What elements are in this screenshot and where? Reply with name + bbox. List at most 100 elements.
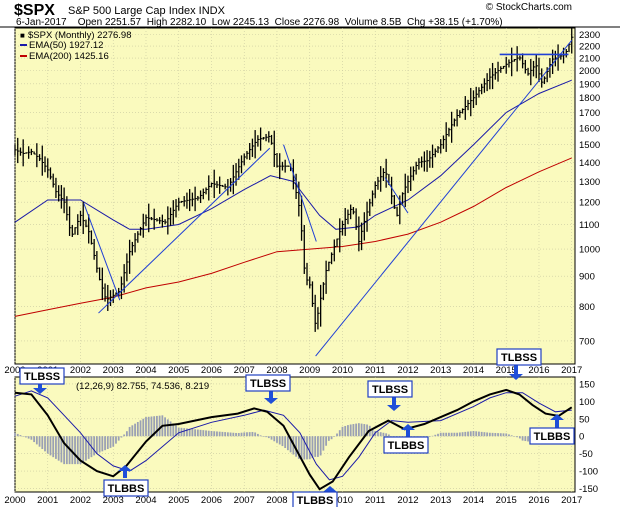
macd-histogram-bar	[186, 428, 188, 437]
price-y-tick-label: 1900	[579, 79, 600, 90]
low-value: 2245.13	[232, 17, 270, 28]
macd-histogram-bar	[437, 433, 439, 437]
macd-histogram-bar	[300, 436, 303, 460]
macd-histogram-bar	[486, 432, 489, 437]
trendline	[384, 177, 409, 214]
macd-x-tick-label: 2006	[201, 495, 222, 506]
chart-description: S&P 500 Large Cap Index INDX	[68, 5, 225, 17]
macd-signal-line	[14, 390, 572, 481]
annotation-arrow-head	[264, 398, 278, 404]
price-y-tick-label: 2100	[579, 54, 600, 65]
macd-histogram-bar	[445, 432, 448, 437]
annotation-label: TLBSS	[250, 378, 286, 390]
macd-y-tick-label: -150	[579, 484, 598, 495]
annotation-arrow-head	[387, 405, 401, 411]
macd-histogram-bar	[169, 421, 172, 437]
macd-histogram-bar	[25, 436, 27, 438]
macd-histogram-bar	[357, 423, 360, 437]
macd-x-tick-label: 2007	[234, 495, 255, 506]
macd-histogram-bar	[52, 436, 55, 458]
copyright-notice[interactable]: © StockCharts.com	[485, 2, 572, 13]
macd-histogram-bar	[128, 426, 131, 437]
macd-histogram-bar	[60, 436, 63, 463]
macd-histogram-bar	[194, 429, 197, 437]
annotation-box	[292, 491, 338, 507]
macd-histogram-bar	[33, 436, 36, 443]
macd-histogram-bar	[518, 436, 521, 439]
macd-histogram-bar	[191, 428, 194, 437]
macd-x-tick-label: 2008	[266, 495, 287, 506]
macd-y-tick-label: 100	[579, 397, 595, 408]
price-x-tick-label: 2009	[299, 365, 320, 376]
price-x-tick-label: 2000	[4, 365, 25, 376]
macd-histogram-bar	[131, 425, 134, 437]
macd-histogram-bar	[142, 418, 145, 437]
macd-histogram-bar	[98, 436, 101, 453]
macd-histogram-bar	[467, 431, 469, 437]
macd-y-tick-label: 50	[579, 414, 590, 425]
macd-histogram-bar	[494, 432, 497, 437]
macd-histogram-bar	[349, 424, 352, 437]
annotation-arrow-head	[550, 414, 564, 420]
trendline	[83, 203, 121, 301]
price-x-tick-label: 2017	[561, 365, 582, 376]
macd-histogram-bar	[502, 433, 505, 437]
annotation-box	[529, 427, 575, 445]
macd-histogram-bar	[456, 432, 459, 437]
macd-x-tick-label: 2014	[463, 495, 484, 506]
macd-histogram-bar	[63, 436, 66, 465]
price-y-tick-label: 1500	[579, 140, 600, 151]
annotation-arrow-head	[323, 486, 337, 492]
macd-x-tick-label: 2001	[37, 495, 58, 506]
macd-histogram-bar	[325, 436, 328, 446]
high-label: High	[146, 17, 168, 28]
macd-line	[14, 388, 573, 491]
macd-histogram-bar	[106, 436, 109, 450]
macd-histogram-bar	[377, 431, 379, 437]
volume-value: 8.5B	[380, 17, 402, 28]
macd-histogram-bar	[101, 436, 104, 452]
macd-histogram-bar	[49, 436, 52, 456]
macd-histogram-bar	[431, 435, 434, 437]
macd-histogram-bar	[336, 433, 338, 437]
price-x-tick-label: 2015	[496, 365, 517, 376]
price-x-tick-label: 2010	[332, 365, 353, 376]
macd-histogram-bar	[79, 436, 82, 465]
macd-histogram-bar	[221, 431, 224, 437]
price-y-tick-label: 1700	[579, 108, 600, 119]
macd-histogram-bar	[16, 433, 19, 437]
macd-histogram-bar	[183, 428, 186, 437]
macd-histogram-bar	[434, 434, 437, 437]
macd-histogram-bar	[267, 436, 270, 439]
macd-histogram-bar	[382, 432, 385, 437]
macd-histogram-bar	[256, 433, 259, 437]
macd-x-tick-label: 2000	[4, 495, 25, 506]
macd-histogram-bar	[136, 422, 139, 437]
macd-histogram-bar	[453, 432, 456, 437]
macd-histogram-bar	[478, 431, 480, 437]
macd-histogram-bar	[46, 436, 49, 454]
macd-histogram-bar	[254, 432, 257, 437]
macd-histogram-bar	[527, 436, 529, 442]
macd-histogram-bar	[461, 432, 464, 437]
macd-histogram-bar	[499, 433, 502, 437]
macd-histogram-bar	[439, 432, 442, 437]
price-x-tick-label: 2005	[168, 365, 189, 376]
annotation-arrow-head	[33, 388, 47, 394]
volume-label: Volume	[344, 17, 379, 28]
macd-histogram-bar	[57, 436, 60, 461]
macd-histogram-bar	[352, 424, 355, 437]
macd-histogram-bar	[270, 436, 273, 440]
annotation-box	[103, 479, 149, 497]
macd-histogram-bar	[497, 433, 499, 437]
annotation-label: TLBSS	[501, 352, 537, 364]
macd-histogram-bar	[123, 434, 126, 437]
macd-histogram-bar	[153, 416, 156, 437]
macd-histogram-bar	[82, 436, 85, 463]
close-label: Close	[274, 17, 301, 28]
macd-histogram-bar	[205, 430, 207, 437]
ema50-legend-label: EMA(50) 1927.12	[29, 40, 103, 51]
price-y-tick-label: 1000	[579, 245, 600, 256]
macd-histogram-bar	[513, 436, 516, 437]
macd-histogram-bar	[341, 426, 344, 437]
